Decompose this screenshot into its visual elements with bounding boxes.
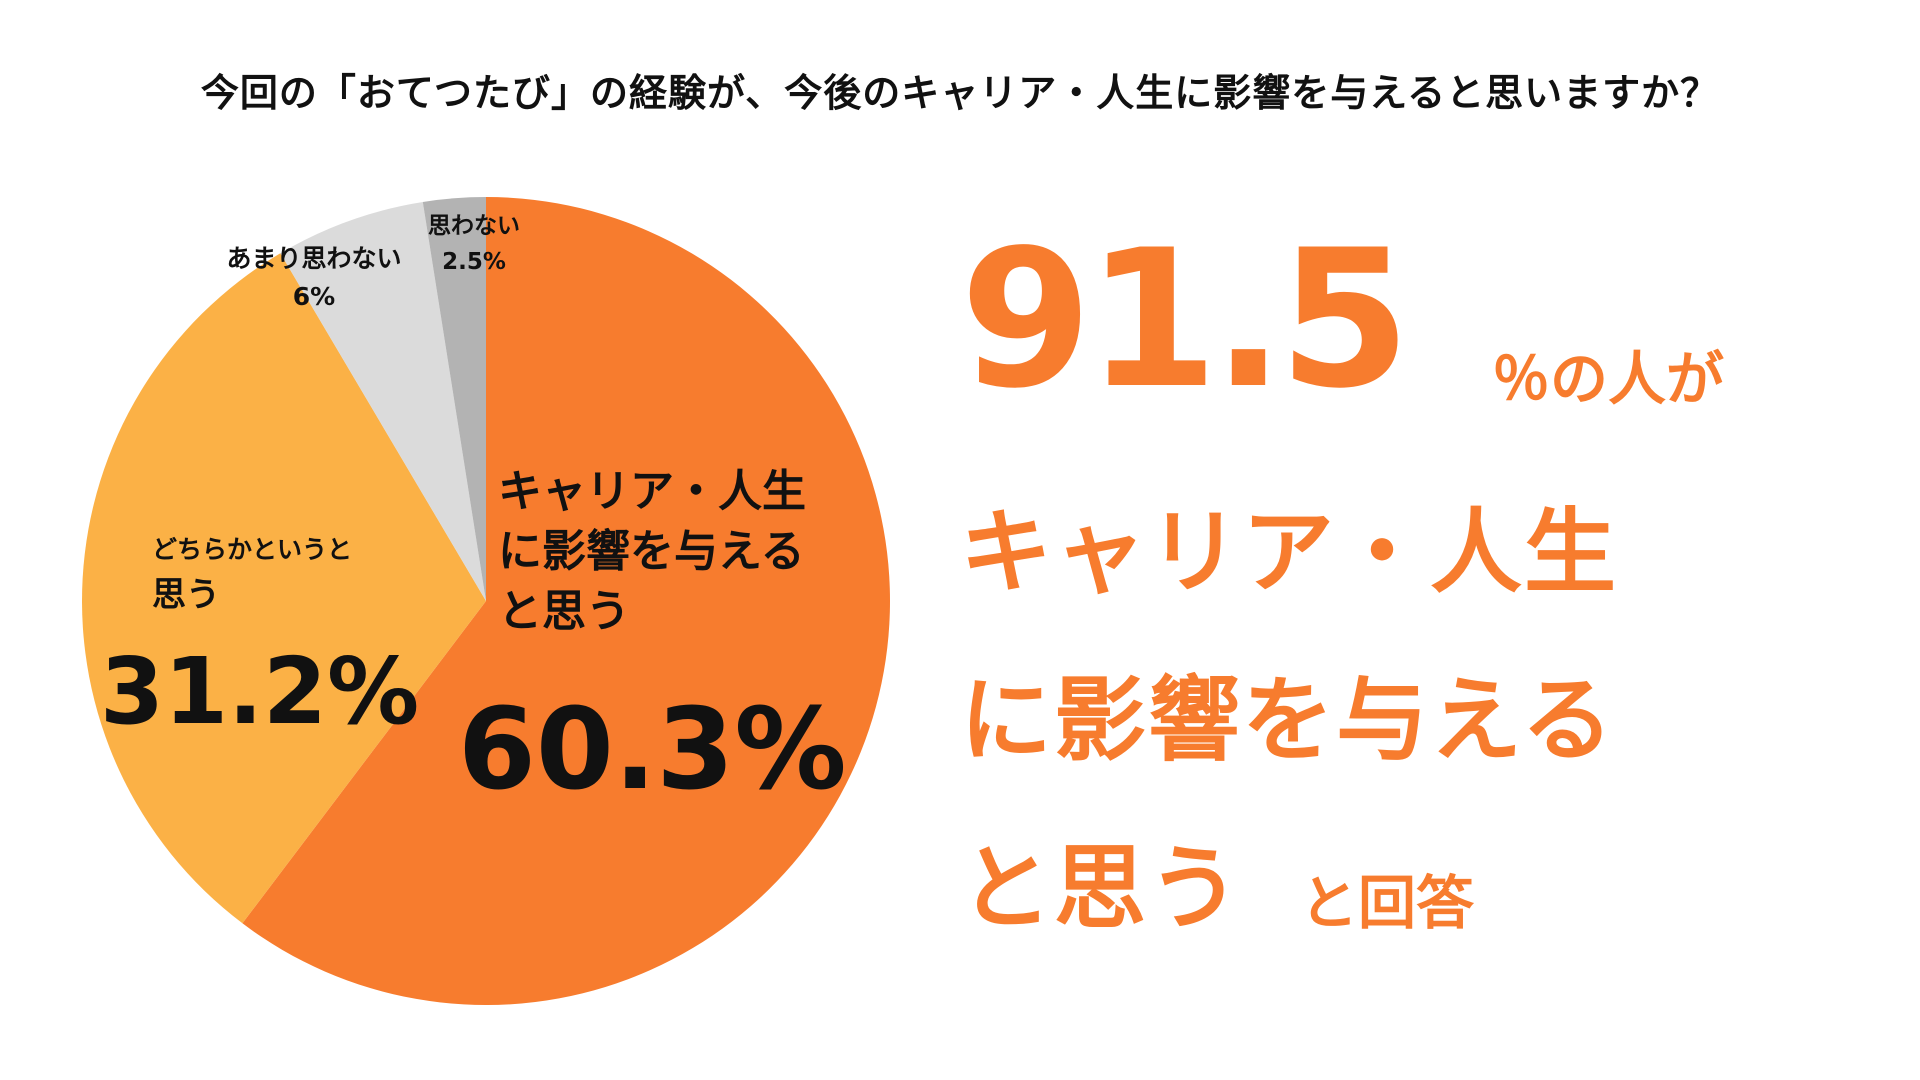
slice-label-somewhat: どちらかというと 思う — [152, 530, 352, 620]
pie-slice-no — [422, 197, 486, 601]
headline-suffix: ％の人が — [1492, 345, 1725, 413]
slice-label-yes-line1: キャリア・人生 — [498, 466, 806, 517]
question-title: 今回の「おてつたび」の経験が、今後のキャリア・人生に影響を与えると思いますか？ — [200, 71, 1720, 115]
slice-label-somewhat-line2: 思う — [152, 575, 220, 615]
headline-line3: と思う — [960, 835, 1243, 942]
slice-label-not-much: あまり思わない 6% — [198, 240, 430, 316]
slice-label-yes: キャリア・人生 に影響を与える と思う — [498, 462, 806, 642]
slice-pct-no: 2.5% — [442, 249, 506, 275]
slice-pct-yes: 60.3% — [458, 685, 847, 815]
slice-label-no: 思わない 2.5% — [428, 208, 520, 280]
slice-pct-not-much: 6% — [292, 282, 336, 311]
slice-label-yes-line3: と思う — [498, 586, 630, 637]
headline-line2: に影響を与える — [960, 667, 1616, 774]
headline-number: 91.5 — [960, 209, 1411, 430]
slice-label-not-much-line1: あまり思わない — [226, 244, 402, 273]
pie-slice-somewhat — [82, 253, 487, 924]
pie-slice-yes — [242, 197, 891, 1005]
slice-label-yes-line2: に影響を与える — [498, 526, 805, 577]
slice-pct-somewhat: 31.2% — [100, 638, 420, 745]
headline-line1: キャリア・人生 — [960, 499, 1619, 606]
headline-end: と回答 — [1300, 869, 1475, 937]
slice-label-somewhat-line1: どちらかというと — [152, 535, 353, 564]
slice-label-no-line1: 思わない — [428, 213, 520, 239]
pie-slice-not-much — [280, 201, 486, 601]
